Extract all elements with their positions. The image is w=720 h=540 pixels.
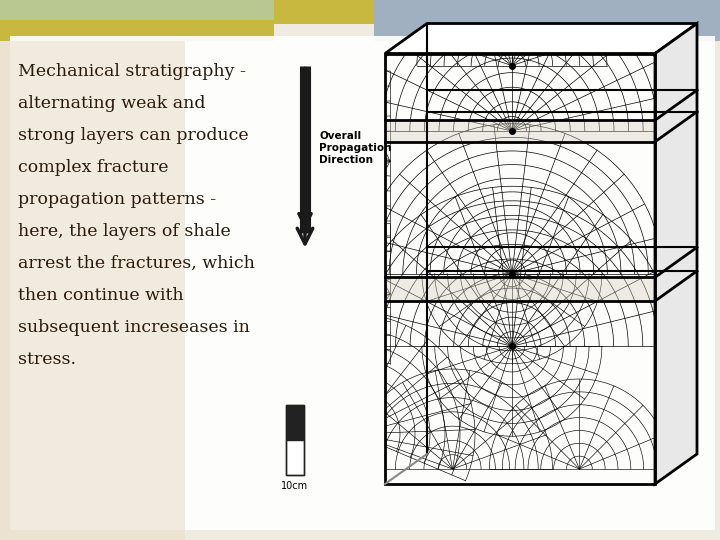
Bar [0,40,185,540]
Text: arrest the fractures, which: arrest the fractures, which [18,254,255,272]
Polygon shape [655,24,697,484]
Bar [286,440,304,475]
Bar [374,0,720,40]
Text: here, the layers of shale: here, the layers of shale [18,222,230,240]
Bar [385,278,655,301]
Text: stress.: stress. [18,350,76,368]
Bar [0,20,274,40]
Text: then continue with: then continue with [18,287,184,303]
Text: strong layers can produce: strong layers can produce [18,126,248,144]
Polygon shape [385,24,697,53]
Bar [274,0,720,24]
Text: propagation patterns -: propagation patterns - [18,191,216,207]
Text: 10cm: 10cm [282,481,309,491]
Bar [286,405,304,475]
Bar [0,0,274,40]
Text: alternating weak and: alternating weak and [18,94,205,111]
Bar [286,405,304,440]
Text: subsequent increseases in: subsequent increseases in [18,319,250,335]
Text: complex fracture: complex fracture [18,159,168,176]
Text: Overall
Propagation
Direction: Overall Propagation Direction [319,131,392,165]
Bar [385,120,655,142]
Text: Mechanical stratigraphy -: Mechanical stratigraphy - [18,63,246,79]
